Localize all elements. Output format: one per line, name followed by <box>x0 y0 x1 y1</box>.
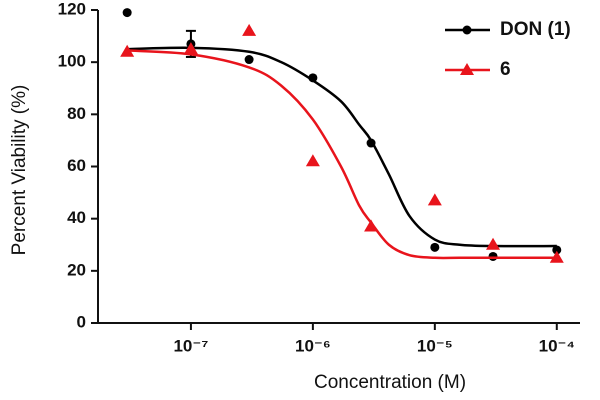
data-point <box>549 250 564 263</box>
x-tick-label: 10⁻⁴ <box>539 336 575 355</box>
data-point <box>242 23 257 36</box>
fit-curve <box>127 49 557 260</box>
x-axis-label: Concentration (M) <box>314 372 466 393</box>
legend-label: 6 <box>500 59 511 80</box>
y-axis-label: Percent Viability (%) <box>9 85 30 256</box>
x-tick-label: 10⁻⁷ <box>173 336 208 355</box>
legend-marker <box>462 25 472 35</box>
legend-label: DON (1) <box>500 19 571 40</box>
y-tick-label: 120 <box>58 0 86 18</box>
legend-marker <box>460 63 474 75</box>
data-point <box>366 138 376 148</box>
y-tick-label: 20 <box>67 260 86 279</box>
data-point <box>120 44 135 57</box>
y-tick-label: 40 <box>67 208 86 227</box>
data-point <box>183 42 198 55</box>
x-tick-label: 10⁻⁶ <box>295 336 331 355</box>
data-point <box>244 55 254 65</box>
y-tick-label: 60 <box>67 156 86 175</box>
fit-curve <box>127 46 557 248</box>
data-point <box>122 8 132 18</box>
data-point <box>308 73 318 83</box>
y-tick-label: 0 <box>77 312 86 331</box>
data-point <box>430 242 440 252</box>
y-tick-label: 80 <box>67 104 86 123</box>
data-point <box>552 245 562 255</box>
data-point <box>488 251 498 261</box>
data-point <box>486 237 501 250</box>
x-tick-label: 10⁻⁵ <box>417 336 453 355</box>
y-tick-label: 100 <box>58 52 86 71</box>
data-point <box>305 154 320 167</box>
data-point <box>364 219 379 232</box>
data-point <box>427 193 442 206</box>
